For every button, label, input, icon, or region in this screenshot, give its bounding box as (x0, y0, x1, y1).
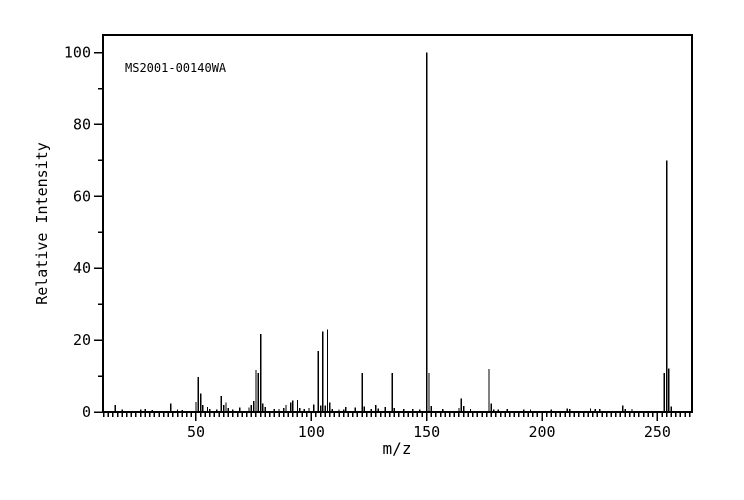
x-tick-label: 50 (187, 423, 205, 441)
spectrum-peaks (114, 52, 672, 411)
x-tick-label: 200 (528, 423, 555, 441)
y-axis-tick-labels: 0 20 40 60 80 100 (64, 44, 91, 421)
x-tick-label: 250 (644, 423, 671, 441)
y-tick-label: 40 (73, 259, 91, 277)
y-tick-label: 0 (82, 403, 91, 421)
x-tick-label: 100 (298, 423, 325, 441)
x-axis-tick-labels: 50 100 150 200 250 (187, 423, 671, 441)
y-tick-label: 20 (73, 331, 91, 349)
y-tick-label: 60 (73, 187, 91, 205)
plot-frame (102, 34, 693, 413)
x-axis-title: m/z (383, 439, 412, 458)
y-axis-ticks (94, 51, 103, 413)
y-tick-label: 100 (64, 44, 91, 62)
x-axis-ticks (102, 412, 691, 421)
y-axis-title: Relative Intensity (33, 142, 51, 305)
x-tick-label: 150 (413, 423, 440, 441)
y-tick-label: 80 (73, 115, 91, 133)
spectrum-id-label: MS2001-00140WA (125, 61, 227, 75)
